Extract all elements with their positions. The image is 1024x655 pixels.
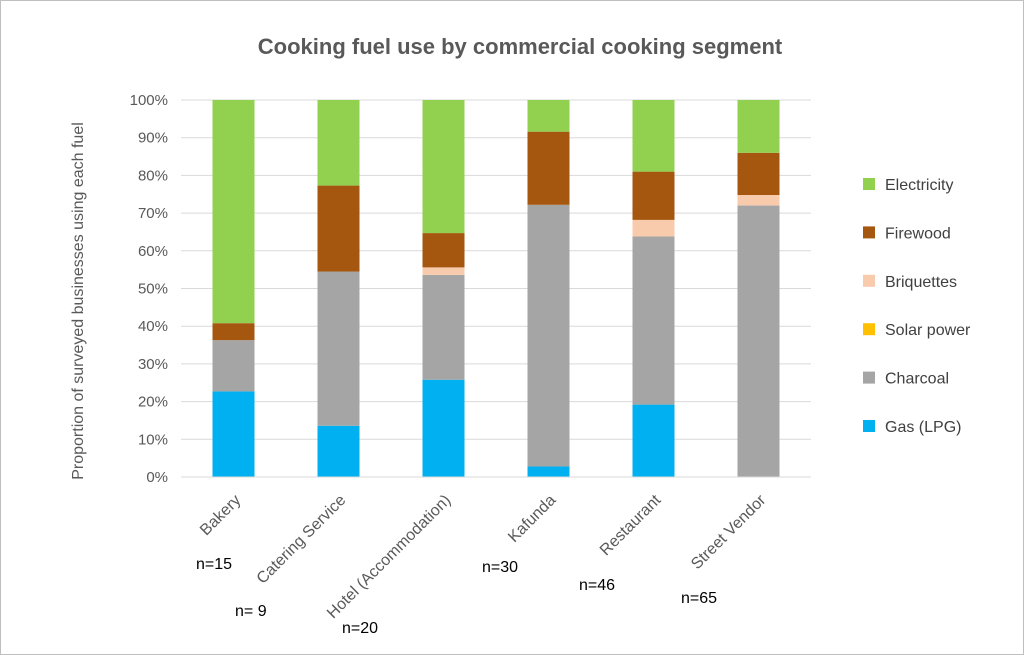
- bar-segment: [422, 379, 465, 477]
- y-tick-label: 90%: [138, 130, 168, 147]
- legend-swatch: [863, 226, 875, 239]
- chart-title: Cooking fuel use by commercial cooking s…: [258, 34, 783, 59]
- y-tick-label: 80%: [138, 167, 168, 184]
- legend-swatch: [863, 274, 875, 287]
- bar-segment: [632, 236, 675, 405]
- bar-segment: [737, 152, 780, 196]
- y-tick-label: 60%: [138, 243, 168, 260]
- bar-segment: [422, 100, 465, 234]
- sample-size-label: n= 9: [235, 603, 267, 620]
- y-tick-label: 20%: [138, 394, 168, 411]
- category-label: Kafunda: [505, 492, 559, 546]
- bar-segment: [212, 323, 255, 341]
- bar-segment: [317, 271, 360, 426]
- bar-segment: [527, 131, 570, 205]
- bar-segment: [632, 171, 675, 220]
- y-tick-label: 0%: [146, 469, 168, 486]
- legend-swatch: [863, 178, 875, 190]
- bar-segment: [317, 425, 360, 477]
- sample-size-label: n=20: [342, 620, 378, 637]
- y-tick-label: 40%: [138, 318, 168, 335]
- bar-segment: [527, 466, 570, 477]
- y-tick-label: 70%: [138, 205, 168, 222]
- category-label: Bakery: [197, 492, 244, 539]
- bar-segment: [422, 233, 465, 268]
- bar-segment: [212, 100, 255, 324]
- y-axis-ticks: 0% 10% 20% 30% 40% 50% 60% 70% 80% 90% 100%: [130, 92, 168, 486]
- bar-segment: [527, 204, 570, 467]
- sample-size-label: n=30: [482, 559, 518, 576]
- bar-segment: [317, 100, 360, 186]
- category-label: Restaurant: [597, 491, 665, 559]
- legend-swatch: [863, 371, 875, 384]
- legend-label: Charcoal: [885, 371, 949, 388]
- legend-label: Solar power: [885, 322, 971, 339]
- legend-label: Briquettes: [885, 274, 957, 291]
- y-axis-label: Proportion of surveyed businesses using …: [70, 122, 87, 480]
- bars: [212, 100, 780, 477]
- sample-size-label: n=46: [579, 577, 615, 594]
- bar-segment: [737, 205, 780, 477]
- bar-segment: [317, 185, 360, 272]
- bar-segment: [422, 274, 465, 380]
- sample-size-labels: n=15 n= 9 n=20 n=30 n=46 n=65: [196, 556, 717, 637]
- sample-size-label: n=65: [681, 590, 717, 607]
- category-label: Hotel (Accommodation): [324, 492, 454, 622]
- gridlines: [181, 99, 811, 440]
- bar-segment: [632, 100, 675, 172]
- bar-segment: [632, 219, 675, 237]
- legend-swatch: [863, 323, 875, 336]
- y-tick-label: 10%: [138, 431, 168, 448]
- sample-size-label: n=15: [196, 556, 232, 573]
- legend-label: Electricity: [885, 177, 953, 194]
- bar-segment: [422, 267, 465, 275]
- category-label: Street Vendor: [688, 491, 770, 573]
- legend-swatch: [863, 420, 875, 432]
- bar-segment: [212, 391, 255, 477]
- legend: Electricity Firewood Briquettes Solar power…: [863, 177, 971, 436]
- bar-segment: [737, 100, 780, 153]
- legend-label: Gas (LPG): [885, 419, 961, 436]
- bar-segment: [212, 340, 255, 392]
- category-label: Catering Service: [254, 492, 350, 588]
- bar-segment: [632, 404, 675, 477]
- y-tick-label: 30%: [138, 356, 168, 373]
- y-tick-label: 50%: [138, 281, 168, 298]
- bar-segment: [737, 195, 780, 206]
- y-tick-label: 100%: [130, 92, 168, 109]
- bar-segment: [527, 100, 570, 132]
- legend-label: Firewood: [885, 225, 951, 242]
